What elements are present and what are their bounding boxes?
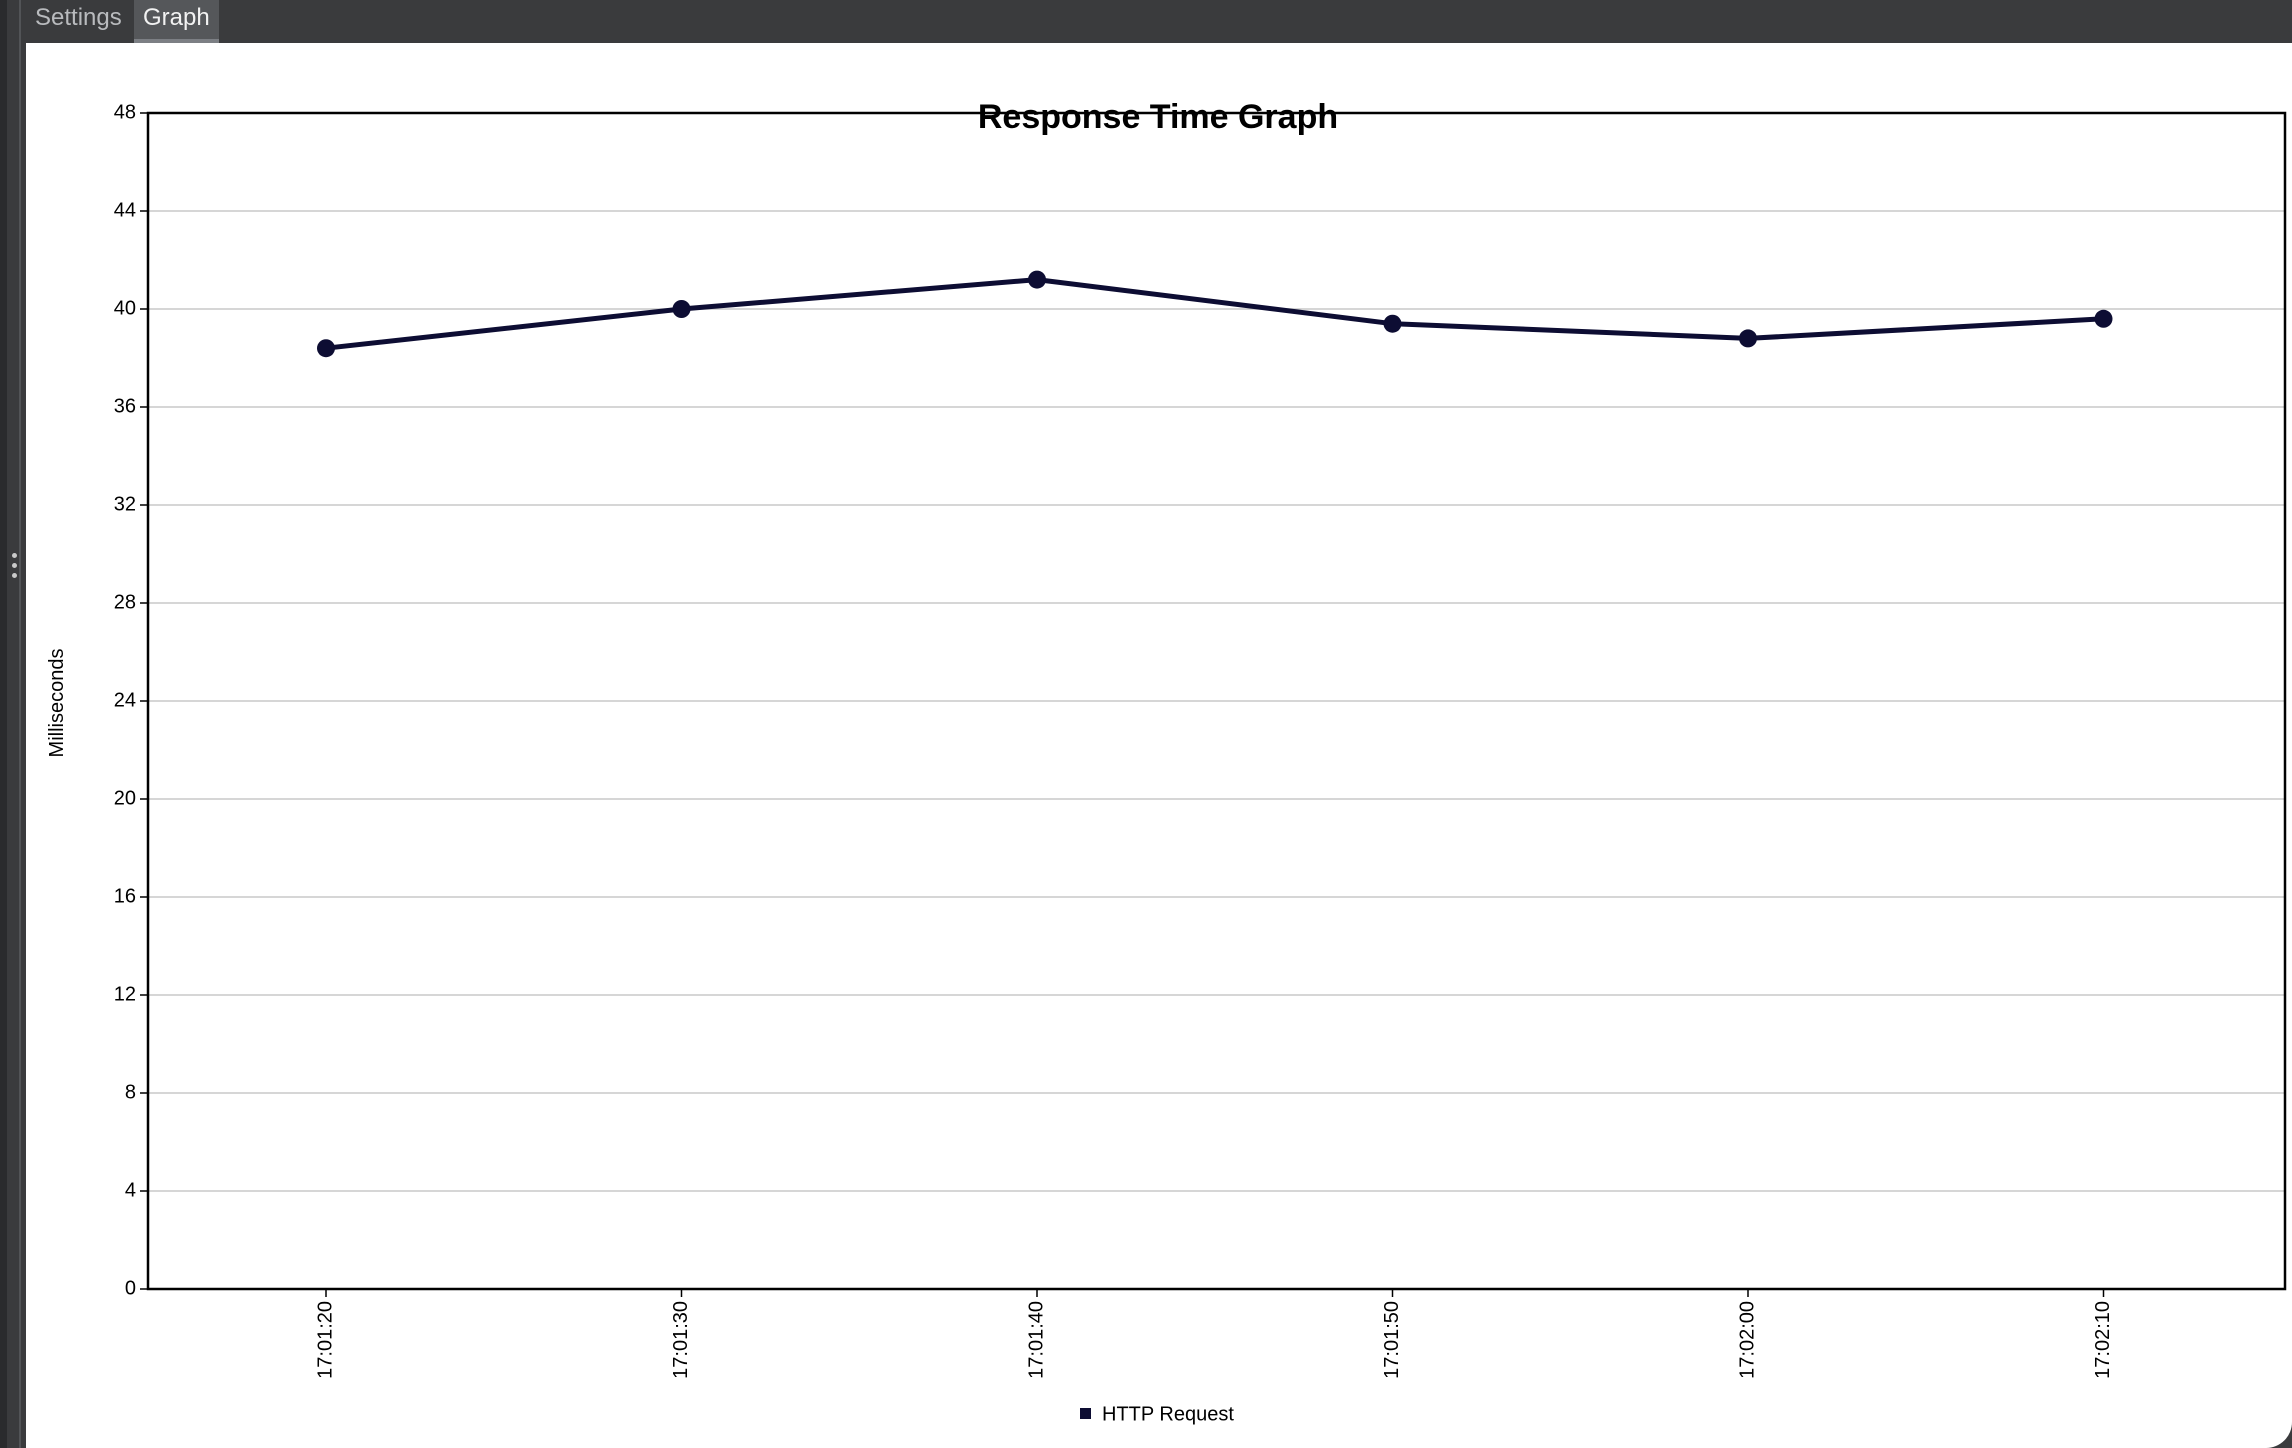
y-tick-label-36: 36 [114,395,136,417]
y-tick-label-28: 28 [114,591,136,613]
tab-settings[interactable]: Settings [35,4,122,31]
drag-handle-icon[interactable] [11,553,19,585]
graph-panel: Response Time Graph 0 4 8 12 16 20 24 28 32 36 40 4… [26,43,2292,1448]
x-tick-label-5: 17:02:10 [2092,1301,2114,1379]
y-tick-label-0: 0 [125,1277,136,1299]
y-tick-label-12: 12 [114,983,136,1005]
data-point-0-1[interactable] [672,300,691,318]
legend-swatch-http-request [1080,1408,1091,1419]
response-time-chart: Response Time Graph 04812162024283236404… [46,98,2287,1425]
legend-label-http-request: HTTP Request [1102,1403,1234,1425]
tab-bar: Settings Graph [26,0,2292,43]
data-point-0-3[interactable] [1383,314,1402,333]
y-tick-label-48: 48 [114,101,136,123]
series-layer [317,270,2113,358]
grid-layer [148,210,2285,1192]
tab-graph[interactable]: Graph [134,0,219,43]
y-tick-label-32: 32 [114,493,136,515]
x-tick-label-2: 17:01:40 [1025,1301,1047,1379]
x-tick-label-0: 17:01:20 [314,1301,336,1379]
y-tick-label-24: 24 [114,689,136,711]
y-tick-label-8: 8 [125,1081,136,1103]
y-tick-label-20: 20 [114,787,136,809]
panel-divider[interactable] [19,0,21,1448]
chart-title: Response Time Graph [978,98,1338,136]
left-edge [0,0,7,1448]
x-tick-label-3: 17:01:50 [1381,1301,1403,1379]
y-tick-label-40: 40 [114,297,136,319]
x-tick-label-1: 17:01:30 [670,1301,692,1379]
series-line-0 [325,277,2104,351]
y-tick-label-16: 16 [114,885,136,907]
y-tick-label-44: 44 [114,199,136,221]
legend: HTTP Request [1080,1403,1234,1425]
x-tick-label-4: 17:02:00 [1736,1301,1758,1379]
y-tick-label-4: 4 [125,1179,136,1201]
data-point-0-5[interactable] [2094,309,2113,328]
data-point-0-4[interactable] [1739,329,1757,348]
y-axis-label: Milliseconds [46,649,68,758]
left-panel-strip [0,0,26,1448]
x-axis-ticks: 17:01:20 17:01:30 17:01:40 17:01:50 17:02:00… [314,1289,2114,1379]
data-point-0-2[interactable] [1028,270,1046,289]
data-point-0-0[interactable] [317,339,335,358]
